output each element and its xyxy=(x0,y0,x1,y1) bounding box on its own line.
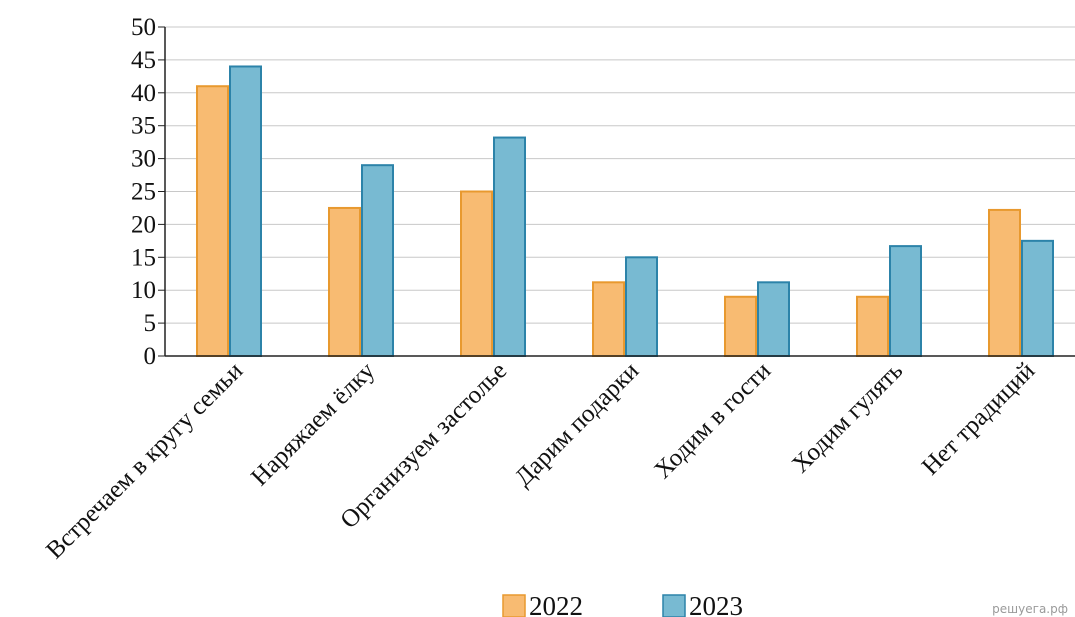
x-tick-label: Ходим гулять xyxy=(787,357,908,478)
watermark: решуега.рф xyxy=(992,602,1068,616)
bars xyxy=(196,65,1054,358)
bar-2022-0 xyxy=(196,85,229,357)
x-tick-label: Нет традиций xyxy=(917,357,1040,480)
y-tick-label: 10 xyxy=(131,277,156,304)
bar-2022-6 xyxy=(988,208,1021,357)
y-tick-label: 25 xyxy=(131,179,156,206)
bar-2023-3 xyxy=(625,256,658,357)
legend-swatch-2022 xyxy=(502,594,526,617)
bar-2022-5 xyxy=(856,295,889,357)
bar-2022-2 xyxy=(460,190,493,357)
bar-2022-4 xyxy=(724,295,757,357)
x-tick-label: Ходим в гости xyxy=(649,357,776,484)
y-axis-ticks: 0 5 10 15 20 25 30 35 40 45 50 xyxy=(131,14,165,370)
y-tick-label: 35 xyxy=(131,113,156,140)
y-tick-label: 5 xyxy=(144,310,157,337)
gridlines xyxy=(165,26,1075,324)
bar-2023-2 xyxy=(493,136,526,357)
bar-2023-5 xyxy=(889,245,922,357)
legend-swatch-2023 xyxy=(662,594,686,617)
y-tick-label: 50 xyxy=(131,14,156,41)
bar-2023-0 xyxy=(229,65,262,357)
x-tick-label: Наряжаем ёлку xyxy=(246,357,380,491)
y-tick-label: 40 xyxy=(131,80,156,107)
legend: 2022 2023 xyxy=(502,591,743,617)
y-tick-label: 0 xyxy=(144,343,157,370)
x-tick-label: Дарим подарки xyxy=(510,357,644,491)
y-tick-label: 15 xyxy=(131,244,156,271)
bar-2022-1 xyxy=(328,206,361,357)
legend-label-2022: 2022 xyxy=(529,591,583,617)
x-tick-label: Встречаем в кругу семьи xyxy=(41,357,248,564)
bar-2022-3 xyxy=(592,281,625,357)
y-tick-label: 20 xyxy=(131,211,156,238)
bar-2023-6 xyxy=(1021,239,1054,358)
bar-2023-4 xyxy=(757,281,790,357)
bar-2023-1 xyxy=(361,164,394,357)
y-tick-label: 30 xyxy=(131,146,156,173)
legend-label-2023: 2023 xyxy=(689,591,743,617)
y-tick-label: 45 xyxy=(131,47,156,74)
